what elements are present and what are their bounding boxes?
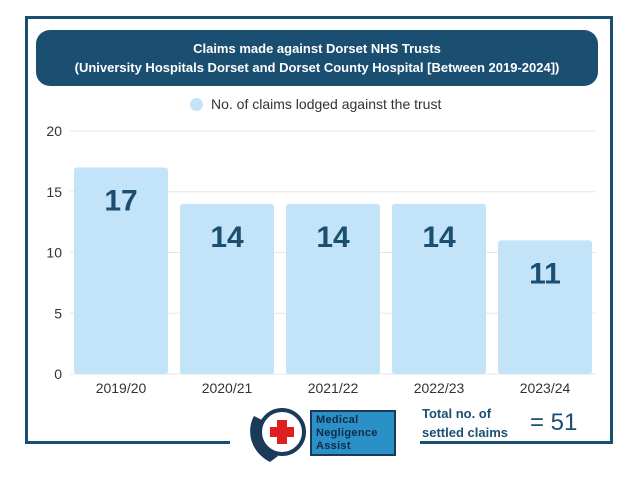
y-tick-label: 15 bbox=[46, 184, 62, 200]
bar bbox=[74, 167, 168, 374]
frame-right-border bbox=[610, 16, 613, 444]
chart-title: Claims made against Dorset NHS Trusts bbox=[193, 41, 441, 56]
frame-bottom-border-right bbox=[420, 441, 613, 444]
chart-legend: No. of claims lodged against the trust bbox=[190, 95, 441, 113]
x-tick-label: 2022/23 bbox=[414, 380, 465, 396]
data-label: 17 bbox=[104, 184, 137, 217]
bar bbox=[392, 203, 486, 374]
legend-label: No. of claims lodged against the trust bbox=[211, 96, 442, 112]
data-label: 14 bbox=[210, 221, 244, 254]
chart-subtitle: (University Hospitals Dorset and Dorset … bbox=[74, 60, 560, 75]
frame-left-border bbox=[25, 16, 28, 444]
total-settled-label: Total no. of settled claims bbox=[422, 404, 532, 442]
legend-swatch bbox=[190, 97, 203, 111]
total-label-line1: Total no. of bbox=[422, 406, 492, 421]
y-tick-label: 20 bbox=[46, 123, 62, 139]
bar bbox=[180, 203, 274, 374]
bar bbox=[286, 203, 380, 374]
data-label: 11 bbox=[529, 257, 561, 290]
medical-negligence-logo-icon bbox=[250, 408, 306, 462]
logo-line-medical: Medical bbox=[316, 414, 359, 426]
logo-line-assist: Assist bbox=[316, 440, 351, 452]
total-label-line2: settled claims bbox=[422, 425, 508, 440]
total-settled-value: = 51 bbox=[530, 409, 578, 436]
data-label: 14 bbox=[316, 221, 350, 254]
frame-top-border bbox=[25, 16, 613, 19]
data-label: 14 bbox=[422, 221, 456, 254]
y-tick-label: 0 bbox=[54, 366, 62, 382]
x-tick-label: 2023/24 bbox=[520, 380, 571, 396]
x-tick-label: 2021/22 bbox=[308, 380, 359, 396]
logo-text: Medical Negligence Assist bbox=[310, 410, 396, 456]
frame-bottom-border-left bbox=[25, 441, 230, 444]
bar bbox=[498, 240, 592, 374]
x-tick-label: 2020/21 bbox=[202, 380, 253, 396]
logo-line-negligence: Negligence bbox=[316, 427, 378, 439]
x-tick-label: 2019/20 bbox=[96, 380, 147, 396]
y-tick-label: 10 bbox=[46, 245, 62, 261]
y-tick-label: 5 bbox=[54, 305, 62, 321]
chart-title-banner: Claims made against Dorset NHS Trusts (U… bbox=[36, 30, 598, 86]
